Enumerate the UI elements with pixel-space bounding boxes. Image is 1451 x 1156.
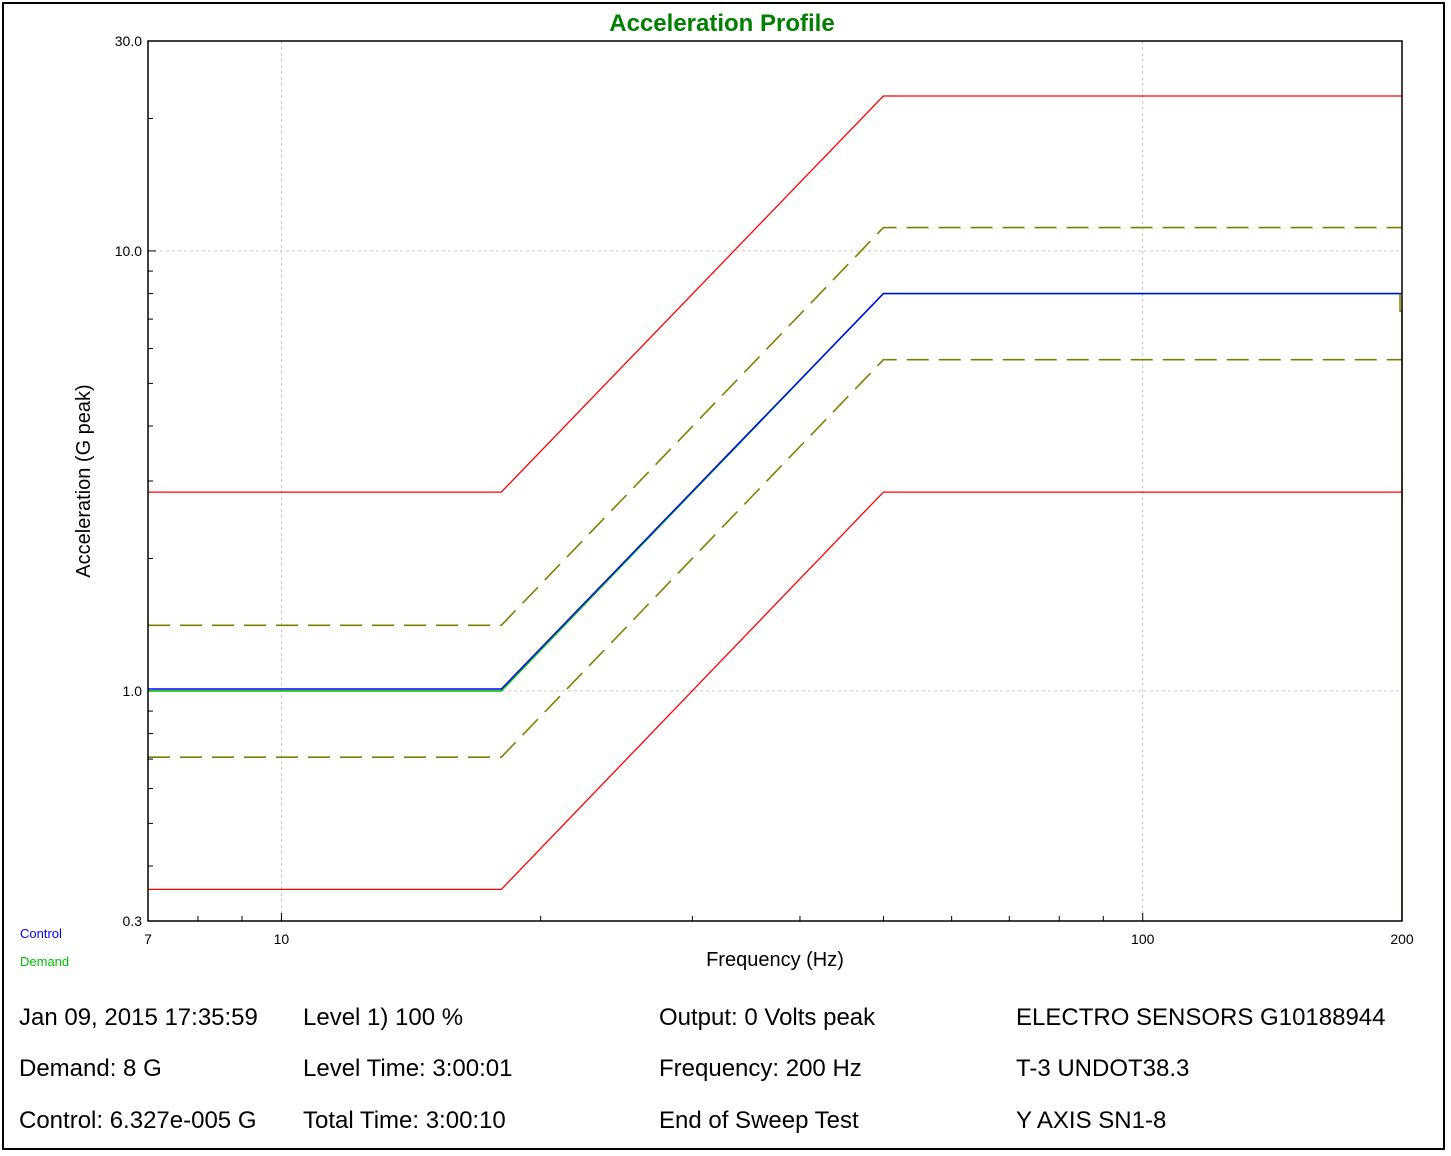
x-tick-label: 7 — [144, 931, 152, 947]
series-line-alarm-high — [148, 226, 1402, 627]
info-datetime: Jan 09, 2015 17:35:59 — [19, 1004, 258, 1031]
legend-control: Control — [20, 926, 62, 941]
series-line-abort-low — [148, 491, 1402, 891]
plot-area-border — [147, 40, 1403, 922]
info-frequency: Frequency: 200 Hz — [659, 1055, 862, 1082]
info-output: Output: 0 Volts peak — [659, 1004, 876, 1031]
axis-ticks — [148, 117, 1403, 921]
info-test-id: T-3 UNDOT38.3 — [1016, 1055, 1190, 1082]
info-status: End of Sweep Test — [659, 1107, 859, 1134]
x-axis-label: Frequency (Hz) — [706, 949, 844, 971]
info-level-time: Level Time: 3:00:01 — [303, 1055, 513, 1082]
info-demand: Demand: 8 G — [19, 1055, 162, 1082]
info-control: Control: 6.327e-005 G — [19, 1107, 257, 1134]
chart-title: Acceleration Profile — [609, 10, 834, 37]
y-tick-label: 0.3 — [123, 913, 143, 929]
y-tick-label: 1.0 — [123, 683, 143, 699]
info-total-time: Total Time: 3:00:10 — [303, 1107, 506, 1134]
tick-labels: 30.0 10.0 1.0 0.37 10 100 200 — [115, 33, 1414, 947]
info-level: Level 1) 100 % — [303, 1004, 464, 1031]
info-device: ELECTRO SENSORS G10188944 — [1016, 1004, 1386, 1031]
x-tick-label: 200 — [1390, 931, 1414, 947]
x-tick-label: 10 — [274, 931, 290, 947]
grid-lines — [148, 41, 1402, 921]
series-lines — [148, 95, 1403, 921]
series-line-alarm-low — [148, 358, 1402, 759]
y-axis-label: Acceleration (G peak) — [73, 384, 95, 577]
series-line-abort-high — [148, 95, 1402, 493]
y-tick-label: 30.0 — [115, 33, 142, 49]
y-tick-label: 10.0 — [115, 243, 142, 259]
series-line-control — [148, 292, 1402, 690]
legend-demand: Demand — [20, 954, 70, 969]
x-tick-label: 100 — [1131, 931, 1155, 947]
info-axis: Y AXIS SN1-8 — [1016, 1107, 1167, 1134]
